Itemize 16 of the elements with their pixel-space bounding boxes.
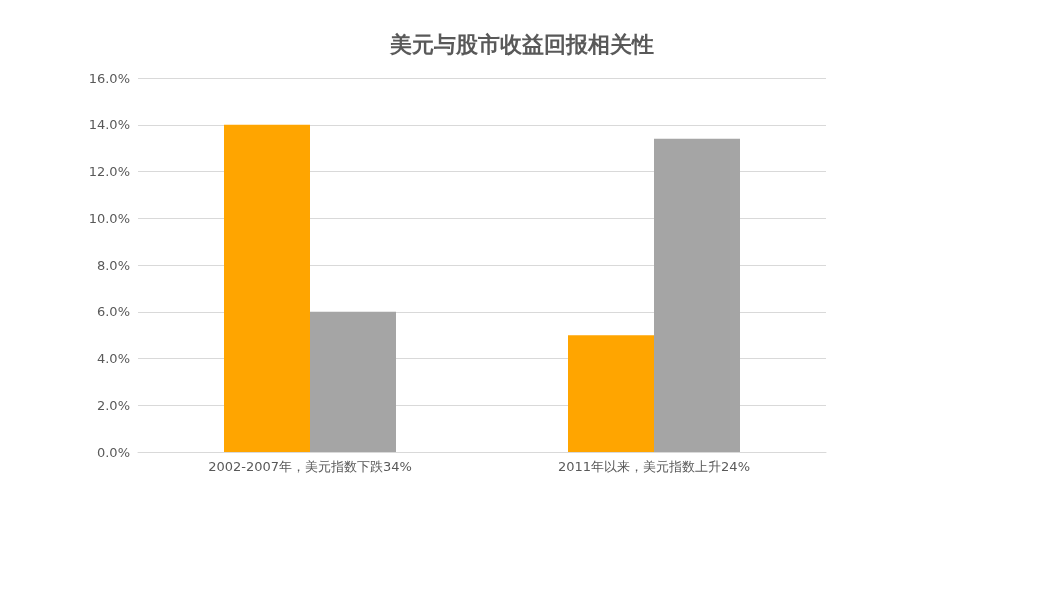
y-tick-label: 12.0% — [88, 164, 130, 179]
y-tick-label: 2.0% — [96, 397, 130, 413]
bar — [310, 311, 396, 452]
chart-title: 美元与股市收益回报相关性 — [389, 31, 654, 57]
y-tick-label: 0.0% — [96, 444, 130, 460]
x-tick-label: 2002-2007年，美元指数下跌34% — [208, 459, 412, 474]
y-tick-label: 16.0% — [88, 70, 130, 86]
y-tick-label: 4.0% — [96, 351, 130, 366]
y-tick-label: 6.0% — [96, 304, 130, 320]
bar — [568, 335, 654, 452]
bar — [224, 124, 310, 452]
x-tick-label: 2011年以来，美元指数上升24% — [558, 459, 750, 474]
y-tick-label: 10.0% — [88, 210, 130, 226]
y-tick-label: 14.0% — [88, 117, 130, 133]
bar — [654, 138, 740, 452]
y-tick-label: 8.0% — [96, 257, 130, 273]
